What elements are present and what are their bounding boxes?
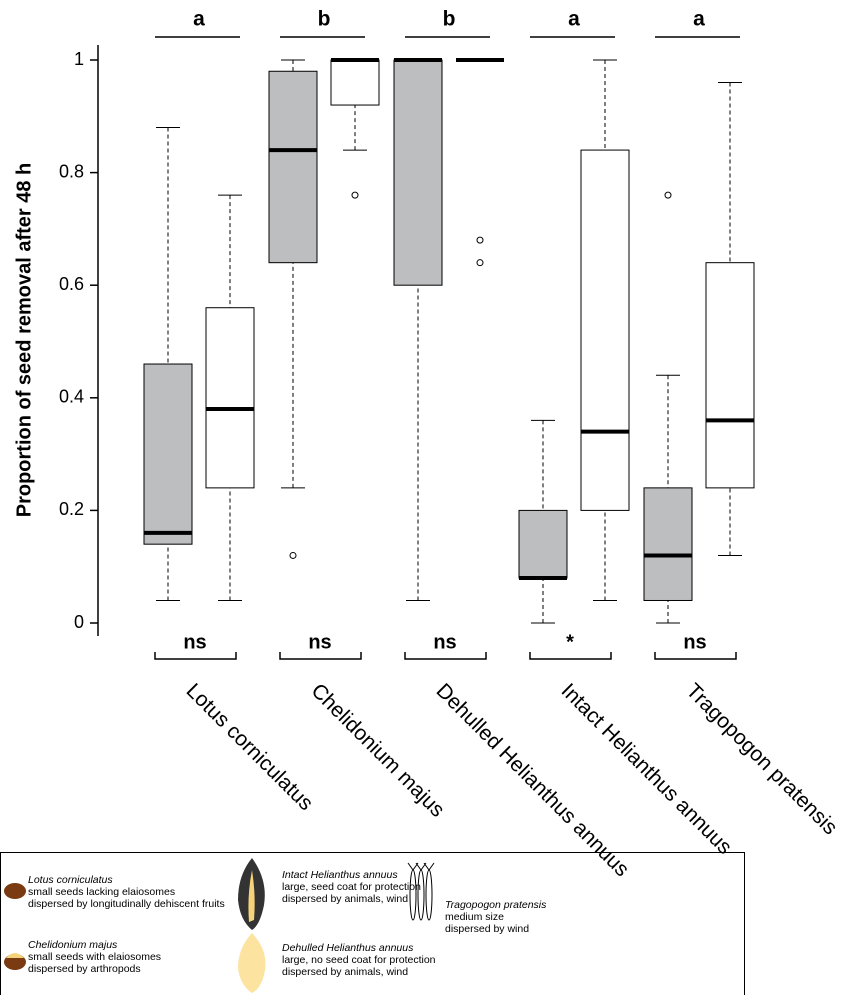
y-tick-label: 0.2 bbox=[59, 499, 84, 519]
y-tick-label: 1 bbox=[74, 49, 84, 69]
legend-text: dispersed by longitudinally dehiscent fr… bbox=[28, 898, 225, 910]
outlier bbox=[290, 552, 296, 558]
outlier bbox=[352, 192, 358, 198]
y-tick-label: 0.4 bbox=[59, 387, 84, 407]
box bbox=[706, 263, 754, 488]
y-tick-label: 0 bbox=[74, 612, 84, 632]
y-axis-label: Proportion of seed removal after 48 h bbox=[13, 163, 35, 518]
legend-text: dispersed by animals, wind bbox=[282, 893, 408, 905]
legend-icon bbox=[4, 883, 26, 899]
legend-text: dispersed by arthropods bbox=[28, 963, 141, 975]
legend-text: small seeds with elaiosomes bbox=[28, 951, 161, 963]
box bbox=[519, 510, 567, 578]
box bbox=[144, 364, 192, 544]
y-tick-label: 0.6 bbox=[59, 274, 84, 294]
significance-label: ns bbox=[433, 631, 456, 653]
legend-title: Intact Helianthus annuus bbox=[282, 869, 398, 881]
box bbox=[269, 71, 317, 262]
legend-text: large, no seed coat for protection bbox=[282, 954, 436, 966]
group-letter: a bbox=[568, 8, 580, 31]
box bbox=[331, 60, 379, 105]
legend-title: Tragopogon pratensis bbox=[445, 899, 547, 911]
legend-title: Chelidonium majus bbox=[28, 939, 118, 951]
box bbox=[394, 60, 442, 285]
legend-text: large, seed coat for protection bbox=[282, 881, 421, 893]
box bbox=[206, 308, 254, 488]
legend-title: Dehulled Helianthus annuus bbox=[282, 942, 414, 954]
group-letter: b bbox=[443, 8, 456, 31]
x-tick-label: Chelidonium majus bbox=[307, 679, 450, 822]
x-tick-label: Lotus corniculatus bbox=[182, 679, 318, 815]
legend-text: small seeds lacking elaiosomes bbox=[28, 886, 175, 898]
box bbox=[644, 488, 692, 601]
significance-label: ns bbox=[183, 631, 206, 653]
box bbox=[581, 150, 629, 510]
group-letter: a bbox=[193, 8, 205, 31]
outlier bbox=[477, 237, 483, 243]
legend-text: dispersed by animals, wind bbox=[282, 966, 408, 978]
group-letter: b bbox=[318, 8, 331, 31]
chart: Proportion of seed removal after 48 h 0 0… bbox=[0, 0, 864, 995]
legend-title: Lotus corniculatus bbox=[28, 874, 113, 886]
outlier bbox=[665, 192, 671, 198]
y-tick-label: 0.8 bbox=[59, 161, 84, 181]
outlier bbox=[477, 260, 483, 266]
legend-text: dispersed by wind bbox=[445, 923, 529, 935]
significance-label: * bbox=[566, 631, 574, 653]
group-letter: a bbox=[693, 8, 705, 31]
significance-label: ns bbox=[308, 631, 331, 653]
legend-text: medium size bbox=[445, 911, 504, 923]
significance-label: ns bbox=[683, 631, 706, 653]
